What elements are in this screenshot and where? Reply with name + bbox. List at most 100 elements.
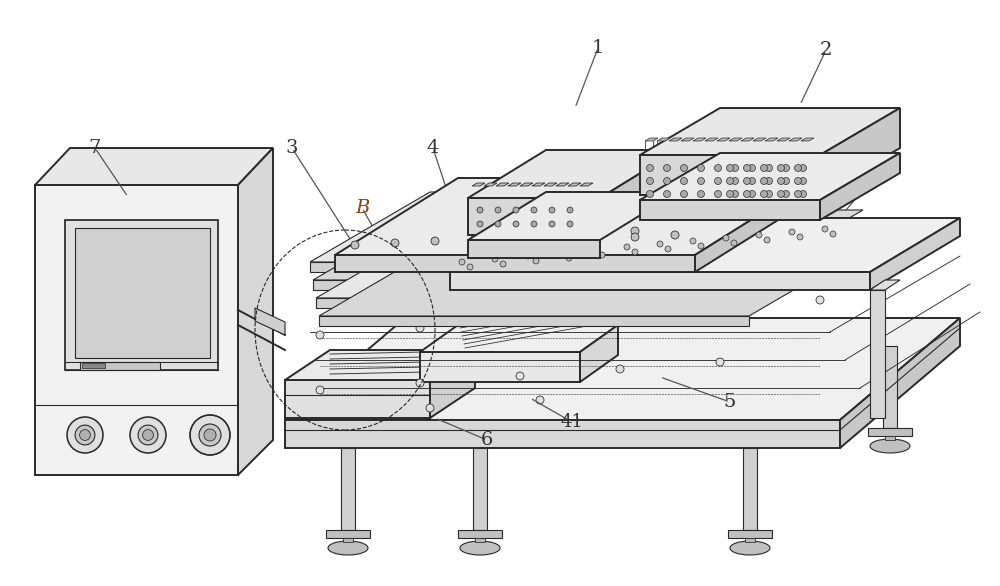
Circle shape xyxy=(766,178,772,185)
Polygon shape xyxy=(35,148,273,185)
Circle shape xyxy=(316,386,324,394)
Polygon shape xyxy=(693,138,706,141)
Polygon shape xyxy=(741,138,754,141)
Circle shape xyxy=(744,190,750,197)
Polygon shape xyxy=(316,298,746,308)
Circle shape xyxy=(761,190,768,197)
Circle shape xyxy=(426,404,434,412)
Circle shape xyxy=(748,165,756,172)
Polygon shape xyxy=(285,350,475,380)
Polygon shape xyxy=(458,530,502,538)
Polygon shape xyxy=(640,108,900,155)
Circle shape xyxy=(726,190,734,197)
Circle shape xyxy=(416,379,424,387)
Circle shape xyxy=(591,229,599,237)
Circle shape xyxy=(138,425,158,445)
Polygon shape xyxy=(450,272,870,290)
Text: B: B xyxy=(355,199,369,217)
Polygon shape xyxy=(820,153,900,220)
Circle shape xyxy=(599,252,605,258)
Circle shape xyxy=(764,237,770,243)
Circle shape xyxy=(549,207,555,213)
Circle shape xyxy=(726,165,734,172)
Circle shape xyxy=(631,227,639,235)
Circle shape xyxy=(794,165,802,172)
Circle shape xyxy=(761,165,768,172)
Circle shape xyxy=(716,303,724,311)
Polygon shape xyxy=(343,538,353,542)
Circle shape xyxy=(731,240,737,246)
Polygon shape xyxy=(319,246,869,316)
Circle shape xyxy=(698,243,704,249)
Circle shape xyxy=(551,237,559,245)
Polygon shape xyxy=(508,183,521,186)
Circle shape xyxy=(732,190,738,197)
Circle shape xyxy=(80,430,90,441)
Polygon shape xyxy=(468,150,678,198)
Circle shape xyxy=(391,239,399,247)
Text: 7: 7 xyxy=(89,139,101,157)
Polygon shape xyxy=(681,138,694,141)
Circle shape xyxy=(800,190,806,197)
Polygon shape xyxy=(657,138,670,141)
Text: 5: 5 xyxy=(724,393,736,411)
Polygon shape xyxy=(473,448,487,530)
Circle shape xyxy=(732,165,738,172)
Polygon shape xyxy=(580,183,593,186)
Circle shape xyxy=(316,331,324,339)
Circle shape xyxy=(800,165,806,172)
Circle shape xyxy=(525,253,531,259)
Circle shape xyxy=(471,235,479,243)
Circle shape xyxy=(800,178,806,185)
Text: 2: 2 xyxy=(820,41,832,59)
Circle shape xyxy=(744,165,750,172)
Circle shape xyxy=(533,258,539,264)
Polygon shape xyxy=(801,138,814,141)
Circle shape xyxy=(624,244,630,250)
Circle shape xyxy=(531,207,537,213)
Polygon shape xyxy=(484,183,497,186)
Circle shape xyxy=(495,221,501,227)
Polygon shape xyxy=(544,183,557,186)
Circle shape xyxy=(664,190,670,197)
Circle shape xyxy=(75,425,95,445)
Circle shape xyxy=(782,178,790,185)
Circle shape xyxy=(822,226,828,232)
Circle shape xyxy=(766,190,772,197)
Circle shape xyxy=(199,424,221,446)
Polygon shape xyxy=(285,420,840,448)
Polygon shape xyxy=(728,530,772,538)
Circle shape xyxy=(657,241,663,247)
Polygon shape xyxy=(717,138,730,141)
Circle shape xyxy=(492,256,498,262)
Polygon shape xyxy=(870,280,900,290)
Circle shape xyxy=(558,250,564,256)
Circle shape xyxy=(664,178,670,185)
Circle shape xyxy=(531,221,537,227)
Circle shape xyxy=(616,365,624,373)
Polygon shape xyxy=(238,148,273,475)
Polygon shape xyxy=(695,178,818,272)
Circle shape xyxy=(431,237,439,245)
Circle shape xyxy=(698,178,704,185)
Polygon shape xyxy=(705,138,718,141)
Circle shape xyxy=(797,234,803,240)
Circle shape xyxy=(646,190,654,197)
Ellipse shape xyxy=(460,541,500,555)
Polygon shape xyxy=(885,436,895,440)
Circle shape xyxy=(551,231,559,239)
Text: 41: 41 xyxy=(561,413,583,431)
Polygon shape xyxy=(80,362,160,370)
Circle shape xyxy=(511,239,519,247)
Circle shape xyxy=(516,317,524,325)
Circle shape xyxy=(766,165,772,172)
Text: 1: 1 xyxy=(592,39,604,57)
Text: 6: 6 xyxy=(481,431,493,449)
Polygon shape xyxy=(600,150,678,235)
Polygon shape xyxy=(35,185,238,475)
Circle shape xyxy=(631,233,639,241)
Circle shape xyxy=(748,190,756,197)
Circle shape xyxy=(471,241,479,249)
Circle shape xyxy=(467,264,473,270)
Polygon shape xyxy=(475,538,485,542)
